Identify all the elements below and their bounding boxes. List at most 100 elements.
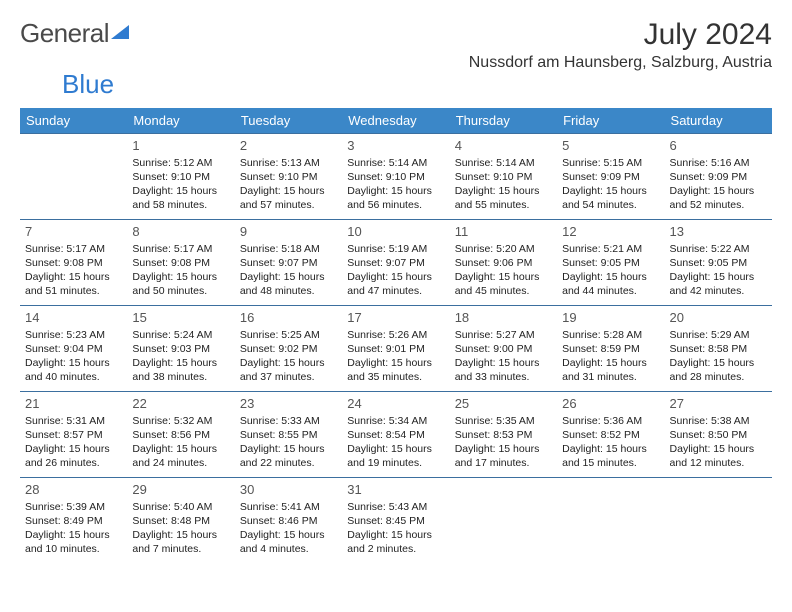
col-header: Thursday	[450, 108, 557, 134]
day-number: 4	[455, 137, 552, 155]
sunrise-text: Sunrise: 5:22 AM	[670, 242, 767, 256]
daylight-text: Daylight: 15 hours and 22 minutes.	[240, 442, 337, 470]
calendar-table: SundayMondayTuesdayWednesdayThursdayFrid…	[20, 108, 772, 564]
sunset-text: Sunset: 8:55 PM	[240, 428, 337, 442]
sunset-text: Sunset: 9:09 PM	[670, 170, 767, 184]
calendar-day-cell	[665, 478, 772, 564]
sunset-text: Sunset: 8:45 PM	[347, 514, 444, 528]
sunset-text: Sunset: 9:02 PM	[240, 342, 337, 356]
calendar-day-cell: 16Sunrise: 5:25 AMSunset: 9:02 PMDayligh…	[235, 306, 342, 392]
day-number: 25	[455, 395, 552, 413]
calendar-day-cell: 28Sunrise: 5:39 AMSunset: 8:49 PMDayligh…	[20, 478, 127, 564]
sunrise-text: Sunrise: 5:26 AM	[347, 328, 444, 342]
sunset-text: Sunset: 8:50 PM	[670, 428, 767, 442]
day-number: 3	[347, 137, 444, 155]
calendar-day-cell: 21Sunrise: 5:31 AMSunset: 8:57 PMDayligh…	[20, 392, 127, 478]
daylight-text: Daylight: 15 hours and 52 minutes.	[670, 184, 767, 212]
calendar-week-row: 28Sunrise: 5:39 AMSunset: 8:49 PMDayligh…	[20, 478, 772, 564]
sunset-text: Sunset: 8:49 PM	[25, 514, 122, 528]
sunset-text: Sunset: 8:46 PM	[240, 514, 337, 528]
logo-mark-icon	[111, 25, 129, 39]
sunset-text: Sunset: 9:10 PM	[455, 170, 552, 184]
day-number: 10	[347, 223, 444, 241]
sunset-text: Sunset: 8:54 PM	[347, 428, 444, 442]
sunrise-text: Sunrise: 5:28 AM	[562, 328, 659, 342]
calendar-day-cell: 25Sunrise: 5:35 AMSunset: 8:53 PMDayligh…	[450, 392, 557, 478]
calendar-day-cell: 12Sunrise: 5:21 AMSunset: 9:05 PMDayligh…	[557, 220, 664, 306]
daylight-text: Daylight: 15 hours and 33 minutes.	[455, 356, 552, 384]
sunset-text: Sunset: 9:04 PM	[25, 342, 122, 356]
sunset-text: Sunset: 9:01 PM	[347, 342, 444, 356]
calendar-day-cell: 26Sunrise: 5:36 AMSunset: 8:52 PMDayligh…	[557, 392, 664, 478]
sunset-text: Sunset: 9:08 PM	[132, 256, 229, 270]
calendar-day-cell: 27Sunrise: 5:38 AMSunset: 8:50 PMDayligh…	[665, 392, 772, 478]
calendar-day-cell: 9Sunrise: 5:18 AMSunset: 9:07 PMDaylight…	[235, 220, 342, 306]
day-number: 2	[240, 137, 337, 155]
sunrise-text: Sunrise: 5:18 AM	[240, 242, 337, 256]
sunrise-text: Sunrise: 5:25 AM	[240, 328, 337, 342]
sunset-text: Sunset: 9:05 PM	[562, 256, 659, 270]
col-header: Wednesday	[342, 108, 449, 134]
day-number: 28	[25, 481, 122, 499]
page-title: July 2024	[469, 18, 772, 52]
day-number: 5	[562, 137, 659, 155]
day-number: 20	[670, 309, 767, 327]
day-number: 26	[562, 395, 659, 413]
daylight-text: Daylight: 15 hours and 44 minutes.	[562, 270, 659, 298]
daylight-text: Daylight: 15 hours and 40 minutes.	[25, 356, 122, 384]
calendar-day-cell: 18Sunrise: 5:27 AMSunset: 9:00 PMDayligh…	[450, 306, 557, 392]
logo-text-2: Blue	[62, 69, 772, 100]
col-header: Sunday	[20, 108, 127, 134]
sunset-text: Sunset: 8:58 PM	[670, 342, 767, 356]
calendar-day-cell: 17Sunrise: 5:26 AMSunset: 9:01 PMDayligh…	[342, 306, 449, 392]
logo-text-1: General	[20, 18, 109, 49]
day-number: 6	[670, 137, 767, 155]
sunrise-text: Sunrise: 5:38 AM	[670, 414, 767, 428]
daylight-text: Daylight: 15 hours and 38 minutes.	[132, 356, 229, 384]
daylight-text: Daylight: 15 hours and 28 minutes.	[670, 356, 767, 384]
day-number: 21	[25, 395, 122, 413]
calendar-week-row: 7Sunrise: 5:17 AMSunset: 9:08 PMDaylight…	[20, 220, 772, 306]
calendar-day-cell: 24Sunrise: 5:34 AMSunset: 8:54 PMDayligh…	[342, 392, 449, 478]
day-number: 17	[347, 309, 444, 327]
location-text: Nussdorf am Haunsberg, Salzburg, Austria	[469, 54, 772, 72]
sunrise-text: Sunrise: 5:15 AM	[562, 156, 659, 170]
daylight-text: Daylight: 15 hours and 35 minutes.	[347, 356, 444, 384]
day-number: 7	[25, 223, 122, 241]
title-block: July 2024 Nussdorf am Haunsberg, Salzbur…	[469, 18, 772, 72]
calendar-day-cell: 6Sunrise: 5:16 AMSunset: 9:09 PMDaylight…	[665, 134, 772, 220]
day-number: 23	[240, 395, 337, 413]
daylight-text: Daylight: 15 hours and 17 minutes.	[455, 442, 552, 470]
calendar-day-cell: 30Sunrise: 5:41 AMSunset: 8:46 PMDayligh…	[235, 478, 342, 564]
daylight-text: Daylight: 15 hours and 50 minutes.	[132, 270, 229, 298]
calendar-body: 1Sunrise: 5:12 AMSunset: 9:10 PMDaylight…	[20, 134, 772, 564]
calendar-header-row: SundayMondayTuesdayWednesdayThursdayFrid…	[20, 108, 772, 134]
day-number: 9	[240, 223, 337, 241]
sunset-text: Sunset: 8:48 PM	[132, 514, 229, 528]
sunset-text: Sunset: 8:59 PM	[562, 342, 659, 356]
sunset-text: Sunset: 9:03 PM	[132, 342, 229, 356]
daylight-text: Daylight: 15 hours and 26 minutes.	[25, 442, 122, 470]
calendar-day-cell: 1Sunrise: 5:12 AMSunset: 9:10 PMDaylight…	[127, 134, 234, 220]
logo: General	[20, 18, 129, 49]
calendar-day-cell: 14Sunrise: 5:23 AMSunset: 9:04 PMDayligh…	[20, 306, 127, 392]
daylight-text: Daylight: 15 hours and 54 minutes.	[562, 184, 659, 212]
sunset-text: Sunset: 9:07 PM	[347, 256, 444, 270]
day-number: 22	[132, 395, 229, 413]
sunrise-text: Sunrise: 5:31 AM	[25, 414, 122, 428]
sunset-text: Sunset: 9:05 PM	[670, 256, 767, 270]
sunrise-text: Sunrise: 5:20 AM	[455, 242, 552, 256]
calendar-day-cell: 11Sunrise: 5:20 AMSunset: 9:06 PMDayligh…	[450, 220, 557, 306]
sunrise-text: Sunrise: 5:12 AM	[132, 156, 229, 170]
sunset-text: Sunset: 9:09 PM	[562, 170, 659, 184]
sunrise-text: Sunrise: 5:34 AM	[347, 414, 444, 428]
sunset-text: Sunset: 9:10 PM	[347, 170, 444, 184]
calendar-day-cell: 13Sunrise: 5:22 AMSunset: 9:05 PMDayligh…	[665, 220, 772, 306]
day-number: 13	[670, 223, 767, 241]
calendar-week-row: 14Sunrise: 5:23 AMSunset: 9:04 PMDayligh…	[20, 306, 772, 392]
calendar-day-cell: 3Sunrise: 5:14 AMSunset: 9:10 PMDaylight…	[342, 134, 449, 220]
sunrise-text: Sunrise: 5:27 AM	[455, 328, 552, 342]
calendar-day-cell: 20Sunrise: 5:29 AMSunset: 8:58 PMDayligh…	[665, 306, 772, 392]
calendar-day-cell	[20, 134, 127, 220]
sunset-text: Sunset: 9:08 PM	[25, 256, 122, 270]
